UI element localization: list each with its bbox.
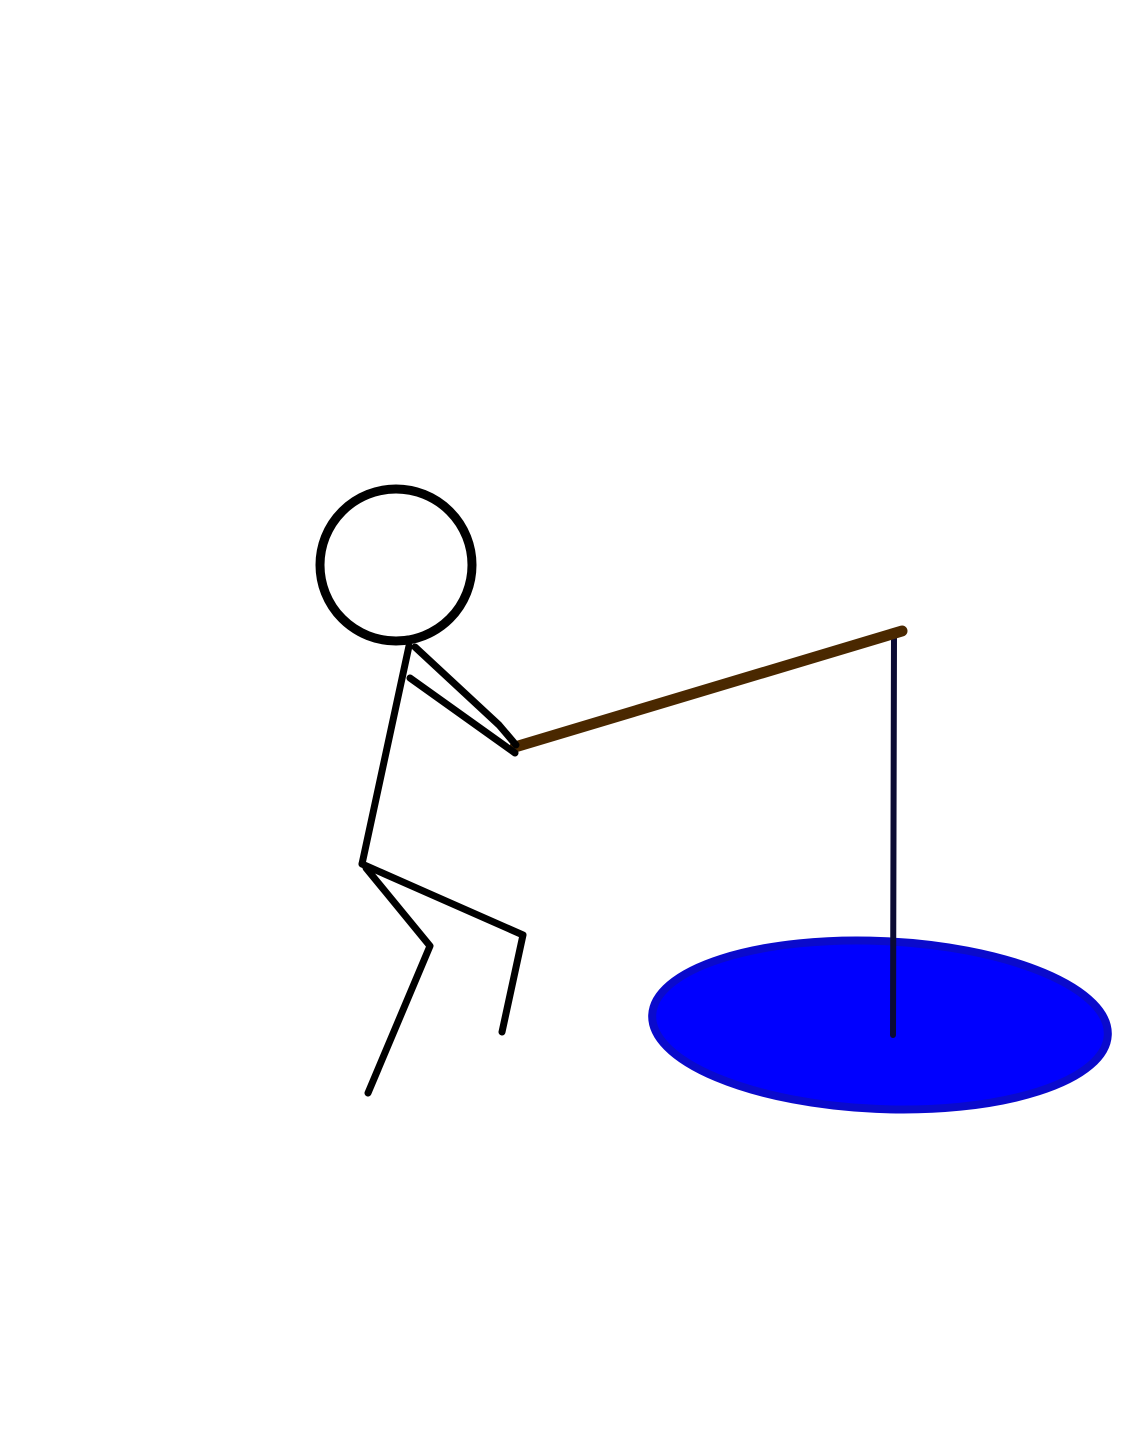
figure-arm-lower (406, 674, 519, 757)
fishing-rod (509, 625, 908, 753)
fishing-line (890, 630, 897, 1038)
figure-head (315, 484, 477, 646)
figure-leg-back (362, 864, 434, 1097)
stick-figure (315, 484, 527, 1097)
figure-arm-upper (411, 643, 520, 749)
figure-torso (358, 642, 413, 868)
figure-leg-front (358, 860, 527, 1036)
water-hole (648, 936, 1112, 1114)
